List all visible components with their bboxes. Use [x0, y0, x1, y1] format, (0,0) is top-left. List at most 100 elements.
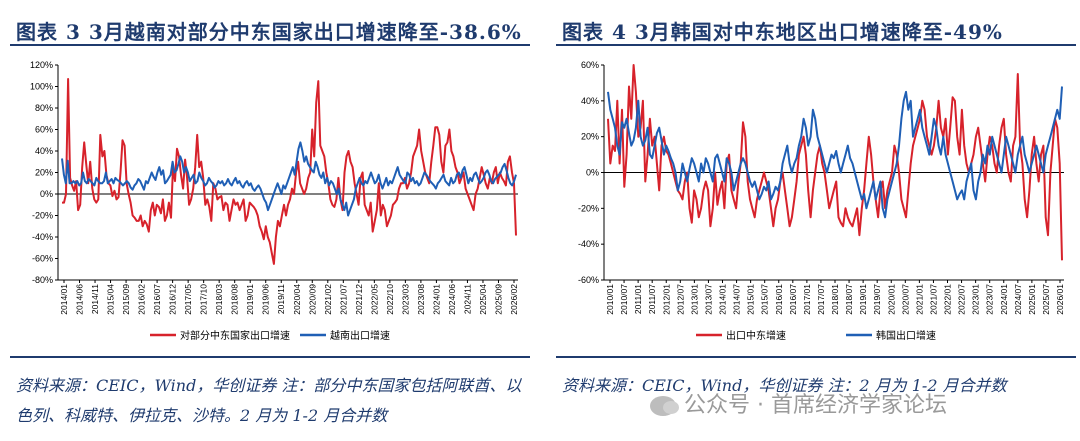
- x-tick-label: 2025/07: [1041, 284, 1051, 315]
- x-tick-label: 2018/01: [830, 284, 840, 315]
- y-tick-label: -40%: [578, 239, 599, 249]
- x-tick-label: 2019/01: [245, 284, 255, 315]
- y-tick-label: 60%: [35, 125, 53, 135]
- x-tick-label: 2026/02: [509, 284, 519, 315]
- y-tick-label: -80%: [32, 275, 53, 285]
- y-tick-label: 120%: [30, 60, 53, 70]
- x-tick-label: 2014/01: [718, 284, 728, 315]
- x-tick-label: 2021/12: [354, 284, 364, 315]
- x-tick-label: 2011/01: [633, 284, 643, 314]
- source-note: 资料来源：CEIC，Wind，华创证券 注：2 月为 1-2 月合并数: [562, 376, 1007, 395]
- series-line-1: [607, 86, 1063, 219]
- y-tick-label: 40%: [35, 146, 53, 156]
- x-tick-label: 2021/07: [928, 284, 938, 315]
- x-tick-label: 2024/01: [999, 284, 1009, 315]
- series-line-0: [607, 64, 1063, 261]
- y-tick-label: 20%: [581, 132, 599, 142]
- legend-label: 对部分中东国家出口增速: [180, 329, 290, 342]
- x-tick-label: 2016/07: [788, 284, 798, 315]
- x-tick-label: 2025/04: [478, 284, 488, 315]
- y-tick-label: -40%: [32, 232, 53, 242]
- x-tick-label: 2018/08: [230, 284, 240, 315]
- x-tick-label: 2017/05: [183, 284, 193, 315]
- x-tick-label: 2019/11: [276, 284, 286, 314]
- x-tick-label: 2015/01: [746, 284, 756, 315]
- x-tick-label: 2023/03: [400, 284, 410, 315]
- title-divider: [10, 44, 530, 46]
- x-tick-label: 2014/06: [75, 284, 85, 315]
- x-tick-label: 2017/10: [199, 284, 209, 315]
- x-tick-label: 2019/06: [261, 284, 271, 315]
- line-chart-korea: -60% -40% -20% 0% 20% 40% 60% 2010/01 2010/07 201…: [578, 60, 1065, 342]
- x-tick-label: 2016/07: [152, 284, 162, 315]
- x-tick-label: 2017/01: [802, 284, 812, 315]
- x-tick-label: 2018/03: [214, 284, 224, 315]
- legend-label: 越南出口增速: [330, 329, 390, 342]
- y-tick-label: 100%: [30, 82, 53, 92]
- source-note: 资料来源：CEIC，Wind，华创证券 注：部分中东国家包括阿联酋、以色列、科威…: [16, 376, 522, 425]
- y-tick-label: 20%: [35, 168, 53, 178]
- x-tick-label: 2017/07: [816, 284, 826, 315]
- x-tick-label: 2023/08: [416, 284, 426, 315]
- chart-title: 图表 4 3月韩国对中东地区出口增速降至-49%: [562, 20, 1003, 44]
- y-tick-label: 40%: [581, 96, 599, 106]
- x-tick-label: 2021/01: [914, 284, 924, 315]
- x-tick-label: 2016/01: [774, 284, 784, 315]
- source-divider: [556, 356, 1076, 358]
- x-tick-label: 2022/01: [943, 284, 953, 315]
- y-tick-label: 0%: [40, 189, 53, 199]
- x-tick-label: 2019/01: [858, 284, 868, 315]
- x-tick-label: 2023/01: [971, 284, 981, 315]
- x-tick-label: 2013/07: [703, 284, 713, 315]
- x-tick-label: 2019/07: [872, 284, 882, 315]
- y-tick-label: -20%: [32, 211, 53, 221]
- x-tick-label: 2012/07: [675, 284, 685, 315]
- chart-panel-korea: 图表 4 3月韩国对中东地区出口增速降至-49% -60% -40% -20% 0% 2…: [556, 0, 1076, 441]
- y-tick-label: 0%: [586, 168, 599, 178]
- watermark: 公众号 · 首席经济学家论坛: [650, 387, 947, 419]
- x-tick-label: 2022/05: [369, 284, 379, 315]
- x-tick-label: 2012/01: [661, 284, 671, 315]
- y-tick-label: 80%: [35, 103, 53, 113]
- x-tick-label: 2021/02: [323, 284, 333, 315]
- y-tick-label: -60%: [32, 254, 53, 264]
- watermark-text: 公众号 · 首席经济学家论坛: [684, 393, 947, 418]
- x-tick-label: 2013/01: [689, 284, 699, 315]
- x-tick-label: 2014/07: [732, 284, 742, 315]
- y-tick-label: -60%: [578, 275, 599, 285]
- y-tick-label: -20%: [578, 203, 599, 213]
- x-tick-label: 2015/07: [760, 284, 770, 315]
- legend-label: 韩国出口增速: [876, 329, 936, 342]
- title-divider: [556, 44, 1076, 46]
- series-line-0: [62, 78, 517, 265]
- x-tick-label: 2026/01: [1055, 284, 1065, 315]
- x-tick-label: 2016/12: [168, 284, 178, 315]
- x-tick-label: 2024/11: [462, 284, 472, 314]
- x-tick-label: 2022/10: [385, 284, 395, 315]
- x-tick-label: 2015/04: [106, 284, 116, 315]
- x-tick-label: 2010/01: [605, 284, 615, 315]
- x-tick-label: 2024/01: [431, 284, 441, 315]
- x-tick-label: 2020/01: [886, 284, 896, 315]
- x-tick-label: 2020/09: [307, 284, 317, 315]
- x-tick-label: 2025/09: [493, 284, 503, 315]
- x-tick-label: 2024/07: [1013, 284, 1023, 315]
- x-tick-label: 2020/07: [900, 284, 910, 315]
- x-tick-label: 2014/11: [90, 284, 100, 314]
- x-tick-label: 2021/07: [338, 284, 348, 315]
- x-tick-label: 2014/01: [59, 284, 69, 315]
- chart-panel-vietnam: 图表 3 3月越南对部分中东国家出口增速降至-38.6% -80% -60% -40…: [10, 0, 530, 441]
- y-tick-label: 60%: [581, 60, 599, 70]
- series-line-1: [61, 141, 517, 217]
- x-tick-label: 2022/07: [957, 284, 967, 315]
- x-tick-label: 2024/06: [447, 284, 457, 315]
- line-chart-vietnam: -80% -60% -40% -20% 0% 20% 40% 60% 80% 100% 120% 20…: [30, 60, 519, 342]
- legend-label: 出口中东增速: [726, 329, 786, 342]
- x-tick-label: 2023/07: [985, 284, 995, 315]
- x-tick-label: 2025/01: [1027, 284, 1037, 315]
- x-tick-label: 2010/07: [619, 284, 629, 315]
- x-tick-label: 2015/09: [121, 284, 131, 315]
- x-tick-label: 2018/07: [844, 284, 854, 315]
- source-divider: [10, 356, 530, 358]
- chart-title: 图表 3 3月越南对部分中东国家出口增速降至-38.6%: [16, 20, 522, 44]
